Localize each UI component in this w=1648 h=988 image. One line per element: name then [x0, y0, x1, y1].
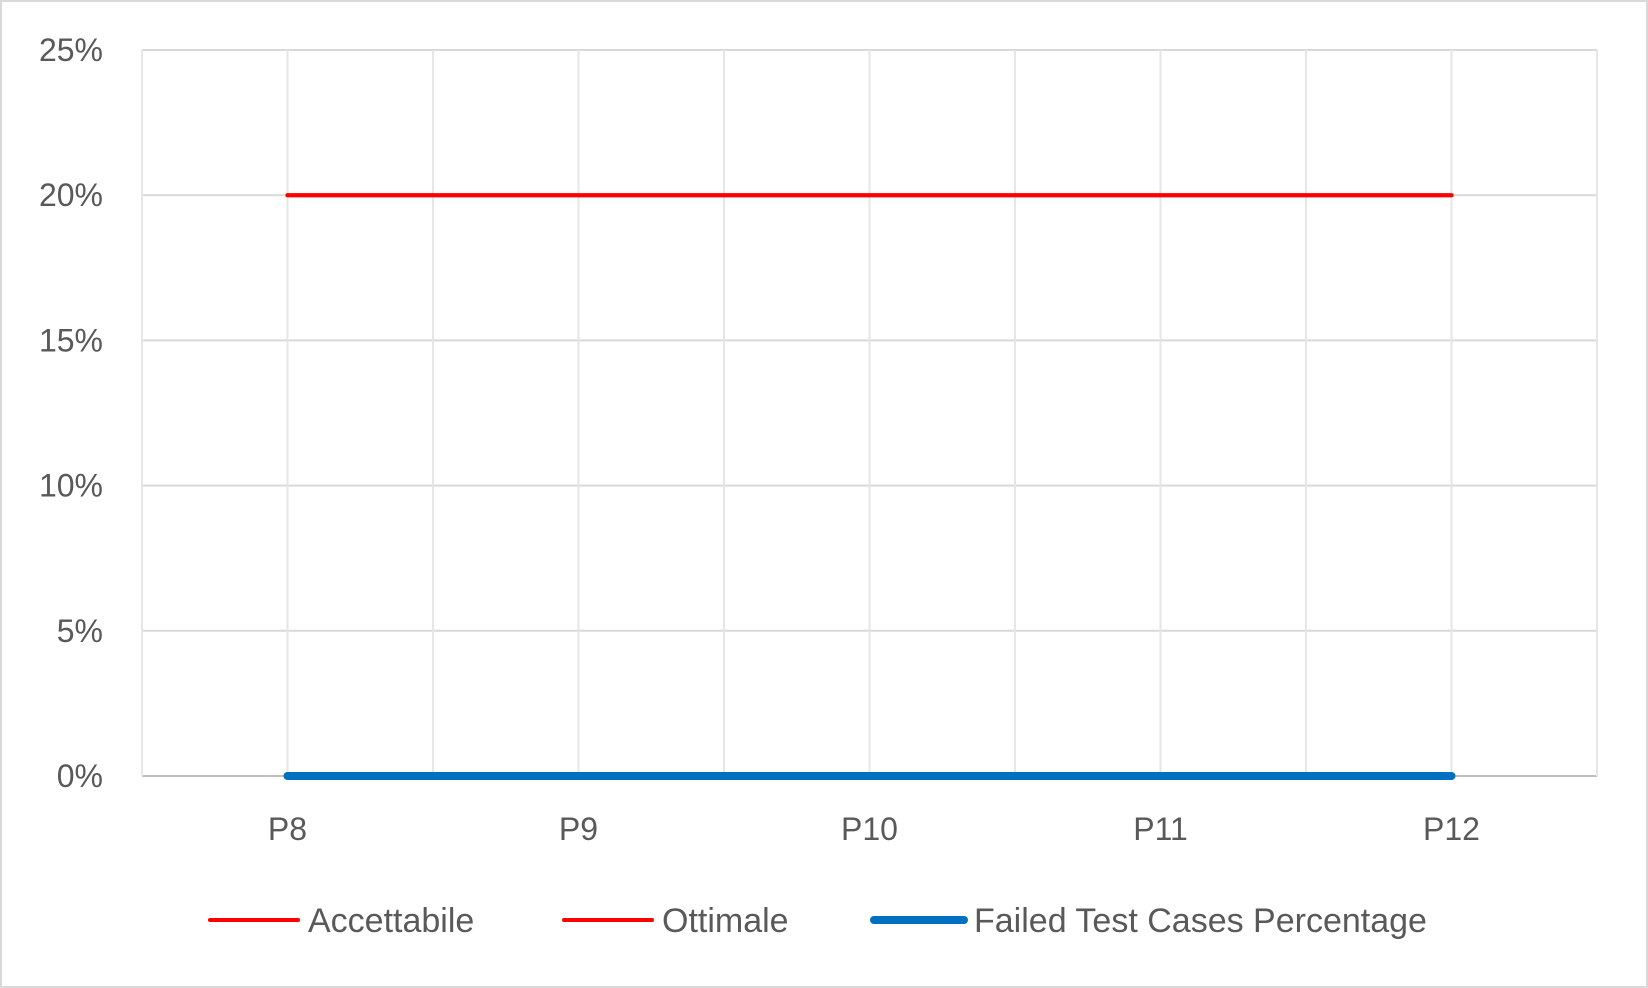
y-tick-label: 25% [39, 32, 103, 68]
legend: Accettabile Ottimale Failed Test Cases Per… [208, 902, 1427, 940]
y-axis-ticks: 0% 5% 10% 15% 20% 25% [39, 32, 103, 794]
legend-label-0: Accettabile [308, 902, 474, 940]
gridlines [141, 49, 1598, 777]
x-tick-label: P8 [268, 811, 307, 847]
y-tick-label: 5% [57, 613, 103, 649]
y-tick-label: 0% [57, 758, 103, 794]
x-tick-label: P10 [841, 811, 898, 847]
x-axis-ticks: P8 P9 P10 P11 P12 [268, 811, 1480, 847]
legend-label-2: Failed Test Cases Percentage [974, 902, 1427, 940]
x-tick-label: P12 [1423, 811, 1480, 847]
series-lines [283, 193, 1456, 780]
x-tick-label: P11 [1133, 811, 1188, 847]
y-tick-label: 20% [39, 177, 103, 213]
y-tick-label: 10% [39, 468, 103, 504]
legend-label-1: Ottimale [662, 902, 789, 940]
x-tick-label: P9 [559, 811, 598, 847]
y-tick-label: 15% [39, 322, 103, 358]
